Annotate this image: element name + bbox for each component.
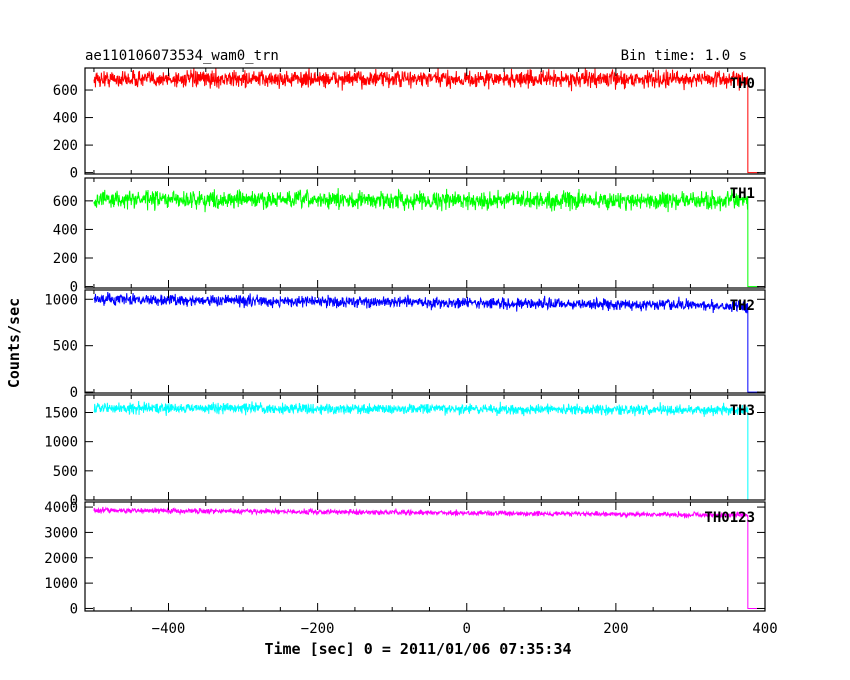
panel-th3: 0 500 1000 1500 TH3	[44, 394, 766, 509]
x-tick-label: −200	[301, 621, 335, 637]
y-tick-label: 400	[53, 111, 78, 127]
series-line-th0123	[93, 506, 760, 609]
y-tick-label: 1000	[44, 576, 78, 592]
y-tick-label: 4000	[44, 500, 78, 516]
panel-th0123: 0 1000 2000 3000 4000 TH0123	[44, 500, 766, 617]
panel-th1: 0 200 400 600 TH1	[53, 177, 766, 296]
y-tick-label: 0	[70, 166, 78, 182]
series-label-th1: TH1	[730, 186, 755, 202]
x-axis: −400 −200 0 200 400	[152, 621, 778, 637]
y-tick-label: 200	[53, 251, 78, 267]
series-label-th2: TH2	[730, 298, 755, 314]
x-tick-label: 200	[603, 621, 628, 637]
y-tick-label: 1500	[44, 406, 78, 422]
y-tick-label: 3000	[44, 525, 78, 541]
panel-frame	[84, 394, 766, 501]
x-tick-label: −400	[152, 621, 186, 637]
series-line-th1	[93, 188, 760, 288]
x-axis-label: Time [sec] 0 = 2011/01/06 07:35:34	[264, 640, 571, 658]
y-tick-label: 400	[53, 222, 78, 238]
y-tick-label: 600	[53, 83, 78, 99]
series-label-th0123: TH0123	[704, 510, 755, 526]
y-tick-label: 500	[53, 464, 78, 480]
panel-frame	[84, 501, 766, 612]
series-line-th0	[93, 67, 760, 174]
y-tick-label: 600	[53, 194, 78, 210]
panel-th2: 0 500 1000 TH2	[44, 289, 766, 401]
y-tick-label: 1000	[44, 292, 78, 308]
y-tick-label: 0	[70, 601, 78, 617]
x-tick-label: 400	[752, 621, 777, 637]
bin-time-label: Bin time: 1.0 s	[621, 48, 747, 64]
chart-title: ae110106073534_wam0_trn	[85, 48, 279, 64]
y-tick-label: 0	[70, 280, 78, 296]
y-tick-label: 1000	[44, 435, 78, 451]
y-tick-label: 2000	[44, 551, 78, 567]
y-tick-label: 500	[53, 339, 78, 355]
panel-frame	[84, 289, 766, 394]
panel-th0: 0 200 400 600 TH0	[53, 67, 766, 182]
y-axis-label: Counts/sec	[5, 298, 23, 388]
series-line-th2	[93, 291, 760, 393]
series-line-th3	[93, 400, 760, 501]
panels: 0 200 400 600 TH0 0 200 400 600 TH1 0 500 1000 TH2 0 50…	[44, 67, 766, 617]
series-label-th3: TH3	[730, 403, 755, 419]
series-label-th0: TH0	[730, 76, 755, 92]
y-tick-label: 200	[53, 138, 78, 154]
x-tick-label: 0	[463, 621, 471, 637]
y-tick-label: 0	[70, 385, 78, 401]
y-tick-label: 0	[70, 493, 78, 509]
panel-frame	[84, 67, 766, 175]
panel-frame	[84, 177, 766, 289]
